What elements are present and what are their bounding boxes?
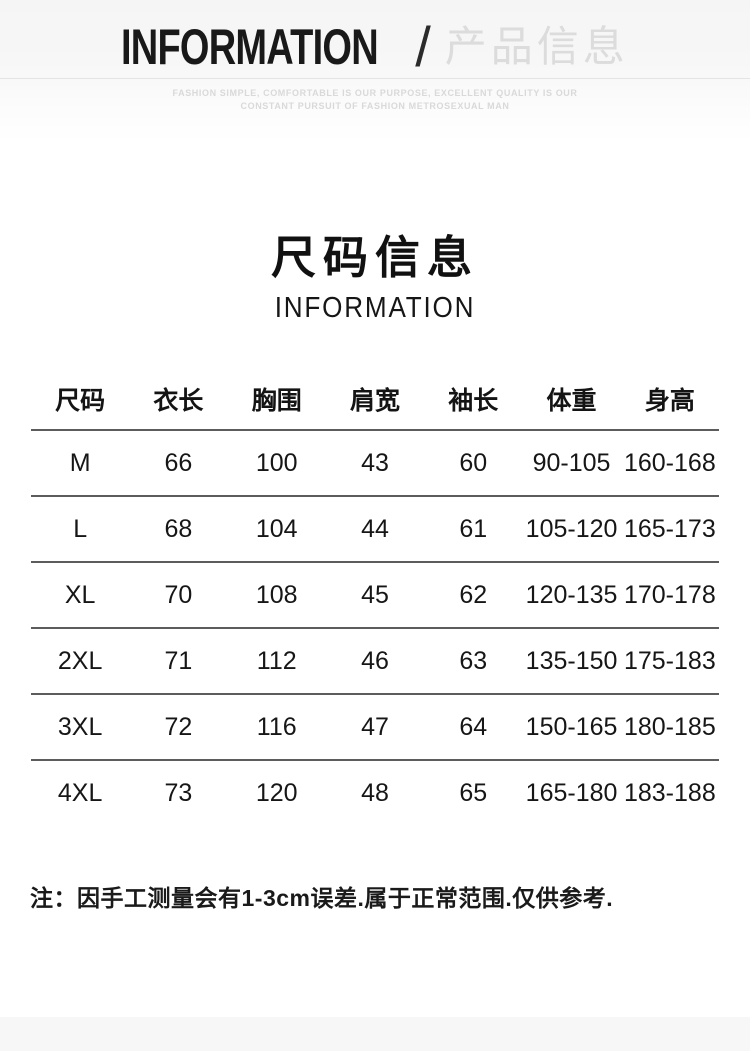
size-table-cell: 2XL bbox=[31, 628, 130, 695]
size-table-cell: 105-120 bbox=[522, 496, 621, 563]
size-table-cell: 46 bbox=[325, 628, 425, 695]
size-table-cell: 150-165 bbox=[522, 694, 621, 761]
size-table-cell: 170-178 bbox=[620, 562, 719, 629]
size-table-cell: XL bbox=[31, 562, 130, 629]
size-table-header-cell: 衣长 bbox=[129, 369, 228, 431]
size-table-cell: 43 bbox=[325, 430, 425, 497]
size-table-row: M 66 100 43 60 90-105 160-168 bbox=[31, 430, 719, 497]
tagline-line-1: FASHION SIMPLE, COMFORTABLE IS OUR PURPO… bbox=[172, 88, 578, 98]
size-table-cell: 100 bbox=[227, 430, 326, 497]
banner-tagline: FASHION SIMPLE, COMFORTABLE IS OUR PURPO… bbox=[0, 87, 750, 113]
size-table-cell: 160-168 bbox=[620, 430, 719, 497]
size-table-row: 3XL 72 116 47 64 150-165 180-185 bbox=[31, 694, 719, 761]
size-table-cell: 108 bbox=[227, 562, 326, 629]
size-table-header-cell: 尺码 bbox=[31, 369, 130, 431]
size-table-cell: 63 bbox=[424, 628, 523, 695]
size-table-head: 尺码 衣长 胸围 肩宽 袖长 体重 身高 bbox=[31, 369, 719, 431]
size-table-cell: 62 bbox=[424, 562, 523, 629]
tagline-line-2: CONSTANT PURSUIT OF FASHION METROSEXUAL … bbox=[240, 101, 510, 111]
size-table-row: 2XL 71 112 46 63 135-150 175-183 bbox=[31, 628, 719, 695]
size-table-header-cell: 胸围 bbox=[227, 369, 326, 431]
size-table-cell: 64 bbox=[424, 694, 523, 761]
next-section-band bbox=[0, 1017, 750, 1051]
size-table-cell: 104 bbox=[227, 496, 326, 563]
size-table-cell: 70 bbox=[129, 562, 228, 629]
size-table-cell: 165-180 bbox=[525, 778, 618, 807]
size-table-cell: 3XL bbox=[31, 694, 130, 761]
size-table-row: L 68 104 44 61 105-120 165-173 bbox=[31, 496, 719, 563]
size-table-cell: 66 bbox=[129, 430, 228, 497]
size-table-cell: 120-135 bbox=[522, 562, 621, 629]
size-table-cell: 183-188 bbox=[623, 778, 716, 807]
size-table-cell: 73 bbox=[164, 778, 193, 807]
size-table-cell: 47 bbox=[325, 694, 425, 761]
size-table-cell: 175-183 bbox=[620, 628, 719, 695]
size-table-header-cell: 袖长 bbox=[424, 369, 523, 431]
size-table-cell: 60 bbox=[424, 430, 523, 497]
size-table-header-cell: 身高 bbox=[620, 369, 719, 431]
size-table-cell: L bbox=[31, 496, 130, 563]
size-table-cell: 65 bbox=[459, 778, 488, 807]
size-table-cell: 61 bbox=[424, 496, 523, 563]
size-section-title: 尺码信息 bbox=[270, 232, 479, 283]
size-table-header-cell: 肩宽 bbox=[325, 369, 425, 431]
size-table-header-row: 尺码 衣长 胸围 肩宽 袖长 体重 身高 bbox=[31, 369, 719, 431]
size-table-cell: 165-173 bbox=[620, 496, 719, 563]
size-info-section: 尺码信息 INFORMATION 尺码 衣长 胸围 肩宽 袖长 体重 身高 M 66 100 43… bbox=[0, 234, 750, 913]
size-table-cell: 71 bbox=[129, 628, 228, 695]
size-table-cell: 180-185 bbox=[620, 694, 719, 761]
banner-divider-line bbox=[0, 78, 750, 79]
size-table-row: XL 70 108 45 62 120-135 170-178 bbox=[31, 562, 719, 629]
size-table-cell: 44 bbox=[325, 496, 425, 563]
size-table-cell: 135-150 bbox=[522, 628, 621, 695]
banner-title-en-wrap: INFORMATION bbox=[121, 20, 413, 74]
size-table-row: 4XL 73 120 48 65 165-180 183-188 bbox=[31, 760, 719, 825]
banner-title-row: INFORMATION / 产品信息 bbox=[0, 0, 750, 76]
size-table-cell: 48 bbox=[361, 778, 389, 807]
size-table-cell: M bbox=[31, 430, 130, 497]
size-section-subtitle: INFORMATION bbox=[274, 292, 476, 324]
size-table-cell: 72 bbox=[129, 694, 228, 761]
size-table-cell: 116 bbox=[227, 694, 326, 761]
banner-slash-divider: / bbox=[415, 15, 431, 78]
size-table-cell: 68 bbox=[129, 496, 228, 563]
banner-title-zh: 产品信息 bbox=[444, 23, 629, 70]
size-table-cell: 4XL bbox=[57, 778, 103, 807]
measurement-note: 注：因手工测量会有1-3cm误差.属于正常范围.仅供参考. bbox=[30, 885, 614, 911]
size-table-cell: 45 bbox=[325, 562, 425, 629]
size-table-body: M 66 100 43 60 90-105 160-168 L 68 104 44 61 105-120… bbox=[31, 430, 719, 825]
size-table-cell: 90-105 bbox=[522, 430, 621, 497]
size-table-cell: 120 bbox=[255, 778, 298, 807]
size-table-cell: 112 bbox=[227, 628, 326, 695]
size-table-header-cell: 体重 bbox=[522, 369, 621, 431]
banner: INFORMATION / 产品信息 FASHION SIMPLE, COMFO… bbox=[0, 0, 750, 142]
banner-title-en: INFORMATION bbox=[121, 19, 379, 75]
size-table: 尺码 衣长 胸围 肩宽 袖长 体重 身高 M 66 100 43 60 90-105 160-168 L 6… bbox=[31, 369, 719, 825]
